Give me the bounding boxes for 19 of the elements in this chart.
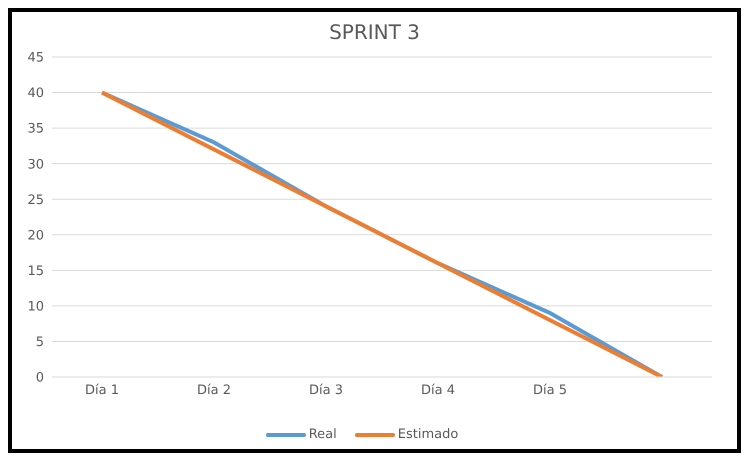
y-tick-label: 25 <box>27 192 44 208</box>
y-tick-label: 20 <box>27 228 44 244</box>
y-tick-label: 30 <box>27 157 44 172</box>
y-tick-label: 5 <box>36 335 44 350</box>
chart-title: SPRINT 3 <box>328 19 421 46</box>
legend-label: Estimado <box>398 427 458 442</box>
legend-label: Real <box>308 427 337 442</box>
x-tick-label: Día 4 <box>421 383 455 398</box>
y-tick-label: 45 <box>27 50 44 66</box>
y-tick-label: 15 <box>27 264 44 279</box>
y-tick-label: 10 <box>27 300 44 315</box>
x-tick-label: Día 5 <box>533 383 567 398</box>
y-tick-label: 40 <box>27 86 44 102</box>
x-tick-label: Día 2 <box>197 383 231 398</box>
line-series <box>100 90 664 377</box>
x-tick-label: Día 1 <box>85 383 119 398</box>
y-tick-label: 0 <box>36 370 44 386</box>
x-tick-label: Día 3 <box>309 383 343 398</box>
y-tick-label: 35 <box>27 122 44 137</box>
